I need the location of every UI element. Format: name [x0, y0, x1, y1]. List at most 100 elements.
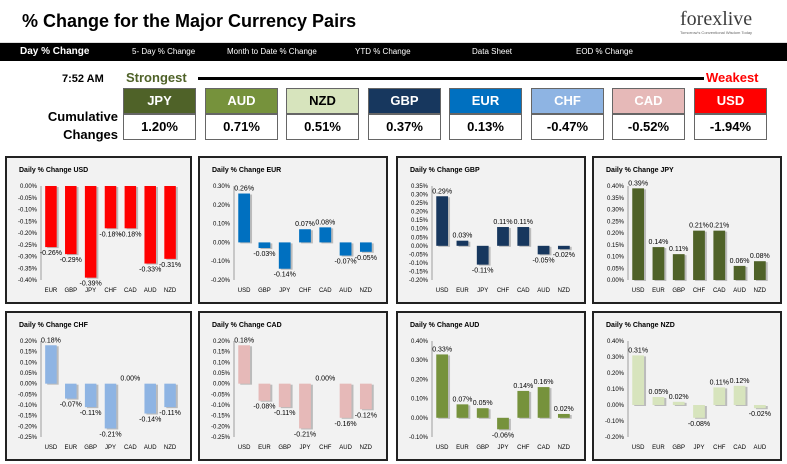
- bar: [693, 405, 705, 418]
- data-label: -0.06%: [492, 432, 514, 439]
- x-tick-label: AUD: [144, 445, 157, 451]
- x-tick-label: CAD: [124, 445, 137, 451]
- page-title: % Change for the Major Currency Pairs: [22, 11, 357, 31]
- currency-value-gbp: 0.37%: [368, 114, 441, 140]
- bar: [84, 383, 97, 408]
- x-tick-label: JPY: [85, 288, 96, 294]
- bar: [164, 383, 176, 408]
- bar: [733, 265, 746, 280]
- x-tick-label: JPY: [105, 445, 116, 451]
- x-tick-label: USD: [436, 445, 449, 451]
- chart-svg: Daily % Change EUR 0.30% 0.20% 0.10% 0.00% -0…: [211, 167, 377, 294]
- bar: [456, 404, 469, 418]
- tab-ytd-change[interactable]: YTD % Change: [355, 47, 411, 56]
- x-tick-label: USD: [238, 445, 251, 451]
- chart-svg: Daily % Change AUD 0.40% 0.30% 0.20% 0.10% 0.…: [409, 322, 574, 451]
- y-tick-label: 0.15%: [20, 350, 38, 356]
- chart-panel-3: Daily % Change JPY 0.40% 0.35% 0.30% 0.25% 0.…: [592, 156, 782, 304]
- tab-data-sheet[interactable]: Data Sheet: [472, 47, 513, 56]
- y-tick-label: 0.20%: [213, 339, 231, 345]
- y-tick-label: -0.20%: [18, 231, 38, 237]
- data-label: -0.08%: [688, 421, 710, 428]
- tab-5-day-change[interactable]: 5- Day % Change: [132, 47, 196, 56]
- x-tick-label: EUR: [456, 288, 469, 294]
- y-tick-label: 0.05%: [20, 371, 38, 377]
- bar: [278, 242, 291, 269]
- x-tick-label: CAD: [124, 288, 137, 294]
- forexlive-logo[interactable]: forexlive: [680, 8, 753, 30]
- y-tick-label: -0.20%: [211, 424, 231, 430]
- bar: [476, 408, 489, 418]
- y-tick-label: 0.10%: [607, 255, 625, 261]
- bar: [497, 227, 509, 246]
- data-label: -0.05%: [355, 255, 377, 262]
- x-tick-label: NZD: [360, 288, 373, 294]
- data-label: 0.21%: [689, 223, 709, 230]
- y-tick-label: 0.20%: [411, 210, 429, 216]
- y-tick-label: -0.30%: [18, 255, 38, 261]
- y-tick-label: 0.00%: [213, 382, 231, 388]
- bar: [124, 186, 137, 229]
- data-label: -0.29%: [60, 257, 82, 264]
- bar: [652, 397, 665, 405]
- currency-value-usd: -1.94%: [694, 114, 767, 140]
- x-tick-label: GBP: [64, 288, 77, 294]
- data-label: -0.05%: [532, 257, 554, 264]
- data-label: -0.21%: [294, 431, 316, 438]
- y-tick-label: 0.30%: [607, 208, 625, 214]
- y-tick-label: -0.05%: [18, 196, 38, 202]
- data-label: 0.33%: [432, 346, 452, 353]
- x-tick-label: CHF: [299, 288, 312, 294]
- currency-value-cad: -0.52%: [612, 114, 685, 140]
- chart-panel-6: Daily % Change AUD 0.40% 0.30% 0.20% 0.10% 0.…: [396, 311, 586, 461]
- y-tick-label: 0.40%: [607, 184, 625, 190]
- data-label: 0.02%: [669, 394, 689, 401]
- y-tick-label: -0.15%: [18, 219, 38, 225]
- chart-svg: Daily % Change NZD 0.40% 0.30% 0.20% 0.10% 0.…: [605, 322, 771, 451]
- y-tick-label: -0.10%: [18, 208, 38, 214]
- bar: [104, 186, 117, 229]
- bar: [632, 188, 645, 280]
- data-label: 0.06%: [730, 258, 750, 265]
- data-label: 0.39%: [628, 180, 648, 187]
- data-label: 0.07%: [452, 396, 472, 403]
- bar: [65, 383, 77, 399]
- data-label: 0.02%: [554, 406, 574, 413]
- x-tick-label: EUR: [258, 445, 271, 451]
- time-stamp: 7:52 AM: [62, 73, 104, 85]
- bar: [299, 383, 311, 429]
- y-tick-label: -0.10%: [211, 403, 231, 409]
- currency-head-jpy: JPY: [123, 88, 196, 114]
- x-tick-label: AUD: [144, 288, 157, 294]
- x-tick-label: JPY: [299, 445, 310, 451]
- x-tick-label: CHF: [319, 445, 332, 451]
- data-label: -0.02%: [749, 411, 771, 418]
- x-tick-label: JPY: [693, 445, 704, 451]
- tab-eod-change[interactable]: EOD % Change: [576, 47, 633, 56]
- y-tick-label: 0.20%: [213, 203, 231, 209]
- tab-day-change[interactable]: Day % Change: [20, 46, 90, 57]
- tab-month-to-date[interactable]: Month to Date % Change: [227, 47, 317, 56]
- currency-value-aud: 0.71%: [205, 114, 278, 140]
- bar: [456, 240, 469, 246]
- y-tick-label: -0.15%: [18, 414, 38, 420]
- x-tick-label: CHF: [104, 288, 117, 294]
- y-tick-label: -0.20%: [211, 278, 231, 284]
- chart-panel-1: Daily % Change EUR 0.30% 0.20% 0.10% 0.00% -0…: [198, 156, 388, 304]
- data-label: -0.18%: [119, 231, 141, 238]
- bar: [238, 193, 251, 243]
- y-tick-label: 0.20%: [20, 339, 38, 345]
- x-tick-label: AUD: [339, 288, 352, 294]
- chart-panel-0: Daily % Change USD 0.00% -0.05% -0.10% -0.15…: [5, 156, 192, 304]
- x-tick-label: GBP: [84, 445, 97, 451]
- y-tick-label: -0.10%: [18, 403, 38, 409]
- bar: [517, 390, 530, 418]
- y-tick-label: 0.25%: [411, 201, 429, 207]
- chart-panel-4: Daily % Change CHF 0.20% 0.15% 0.10% 0.05% 0.…: [5, 311, 192, 461]
- y-tick-label: -0.05%: [409, 252, 429, 258]
- bar: [144, 383, 156, 414]
- bar: [713, 230, 726, 280]
- y-tick-label: -0.05%: [18, 392, 38, 398]
- chart-title: Daily % Change CAD: [212, 322, 282, 329]
- x-tick-label: USD: [238, 288, 251, 294]
